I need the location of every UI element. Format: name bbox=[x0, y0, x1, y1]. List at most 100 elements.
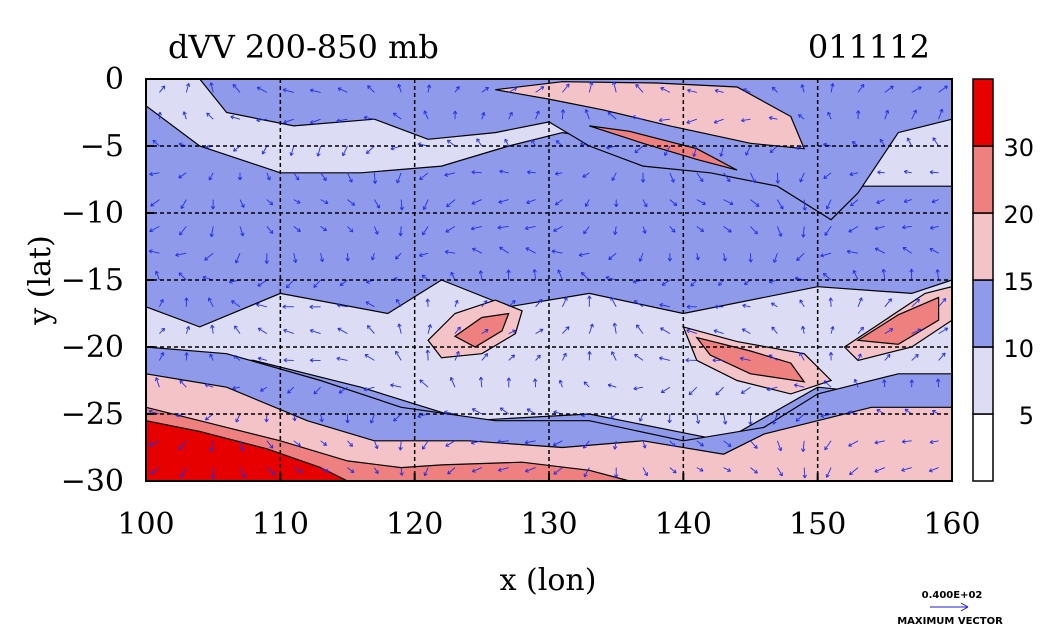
wind-vector bbox=[857, 353, 862, 361]
wind-vector bbox=[928, 467, 939, 473]
wind-vector bbox=[929, 247, 939, 254]
wind-vector bbox=[207, 297, 214, 308]
wind-vector bbox=[481, 112, 486, 120]
wind-vector bbox=[558, 379, 563, 388]
vector-legend-caption: MAXIMUM VECTOR bbox=[897, 616, 1003, 627]
wind-vector bbox=[508, 87, 518, 93]
wind-vector bbox=[614, 467, 619, 478]
wind-vector bbox=[551, 249, 563, 254]
wind-vector bbox=[884, 353, 891, 361]
wind-vector bbox=[309, 358, 321, 363]
wind-vector bbox=[337, 303, 348, 308]
wind-vector bbox=[347, 467, 355, 474]
wind-vector bbox=[373, 440, 379, 450]
wind-vector bbox=[632, 279, 644, 284]
wind-vector bbox=[849, 467, 859, 476]
wind-vector bbox=[902, 246, 912, 254]
wind-vector bbox=[634, 145, 644, 154]
wind-vector bbox=[771, 302, 778, 308]
wind-vector bbox=[421, 274, 429, 281]
wind-vector bbox=[777, 467, 783, 477]
wind-vector bbox=[932, 137, 939, 147]
wind-vector bbox=[877, 170, 885, 175]
wind-vector bbox=[881, 268, 886, 281]
wind-vector bbox=[801, 440, 806, 452]
wind-vector bbox=[583, 381, 590, 388]
wind-vector bbox=[179, 379, 187, 388]
wind-vector bbox=[750, 440, 758, 449]
wind-vector bbox=[776, 226, 783, 237]
wind-vector bbox=[535, 110, 540, 120]
wind-vector bbox=[418, 252, 429, 258]
wind-vector bbox=[524, 467, 536, 473]
wind-vector bbox=[471, 408, 483, 415]
wind-vector bbox=[608, 252, 617, 260]
wind-vector bbox=[149, 440, 160, 447]
wind-vector bbox=[557, 269, 563, 281]
wind-vector bbox=[292, 413, 297, 422]
wind-vector bbox=[723, 172, 731, 183]
wind-vector bbox=[714, 304, 724, 309]
wind-vector bbox=[633, 386, 644, 391]
wind-vector bbox=[696, 226, 705, 233]
wind-vector bbox=[393, 413, 402, 422]
wind-vector bbox=[443, 410, 456, 415]
wind-vector bbox=[497, 439, 509, 444]
wind-vector bbox=[373, 226, 379, 235]
wind-vector bbox=[239, 440, 245, 451]
wind-vector bbox=[154, 377, 160, 388]
wind-vector bbox=[605, 275, 617, 281]
wind-vector bbox=[696, 172, 704, 183]
wind-vector bbox=[313, 279, 321, 288]
wind-vector bbox=[481, 329, 489, 334]
wind-vector bbox=[423, 467, 429, 477]
wind-vector bbox=[180, 467, 187, 478]
colorbar-swatch bbox=[972, 78, 994, 147]
wind-vector bbox=[182, 111, 187, 120]
wind-vector bbox=[471, 170, 482, 175]
wind-vector bbox=[454, 85, 460, 93]
wind-vector bbox=[607, 383, 617, 388]
y-tick-label: −15 bbox=[61, 263, 124, 298]
wind-vector bbox=[582, 440, 590, 449]
wind-vector bbox=[345, 413, 350, 424]
wind-vector bbox=[426, 84, 432, 93]
wind-vector bbox=[206, 112, 214, 120]
wind-vector bbox=[148, 249, 160, 254]
wind-vector bbox=[799, 352, 805, 361]
wind-vector bbox=[264, 253, 269, 264]
wind-vector bbox=[293, 226, 301, 232]
wind-vector bbox=[210, 199, 216, 210]
wind-vector bbox=[856, 110, 861, 120]
wind-vector bbox=[775, 172, 780, 184]
wind-vector bbox=[911, 109, 917, 120]
wind-vector bbox=[287, 386, 295, 394]
wind-vector bbox=[553, 226, 563, 232]
wind-vector bbox=[552, 440, 563, 447]
wind-vector bbox=[266, 467, 276, 475]
wind-vector bbox=[613, 226, 618, 235]
wind-vector bbox=[822, 272, 832, 281]
vector-legend-arrowhead bbox=[960, 602, 969, 612]
x-tick-label: 110 bbox=[252, 507, 309, 542]
x-tick-label: 160 bbox=[923, 507, 980, 542]
wind-vector bbox=[185, 326, 191, 334]
wind-vector bbox=[911, 298, 920, 308]
wind-vector bbox=[824, 440, 832, 451]
wind-vector bbox=[320, 226, 327, 232]
wind-vector bbox=[827, 111, 832, 120]
wind-vector bbox=[158, 299, 164, 307]
wind-vector bbox=[399, 467, 404, 476]
wind-vector bbox=[149, 171, 160, 177]
wind-vector bbox=[830, 83, 835, 93]
wind-vector bbox=[638, 253, 644, 262]
wind-vector bbox=[289, 145, 295, 156]
vector-legend-value: 0.400E+02 bbox=[922, 590, 983, 601]
wind-vector bbox=[685, 358, 697, 363]
wind-vector bbox=[911, 353, 919, 361]
wind-vector bbox=[935, 378, 941, 388]
wind-vector bbox=[450, 271, 456, 281]
wind-vector bbox=[852, 269, 859, 281]
y-tick-label: −5 bbox=[80, 129, 124, 164]
